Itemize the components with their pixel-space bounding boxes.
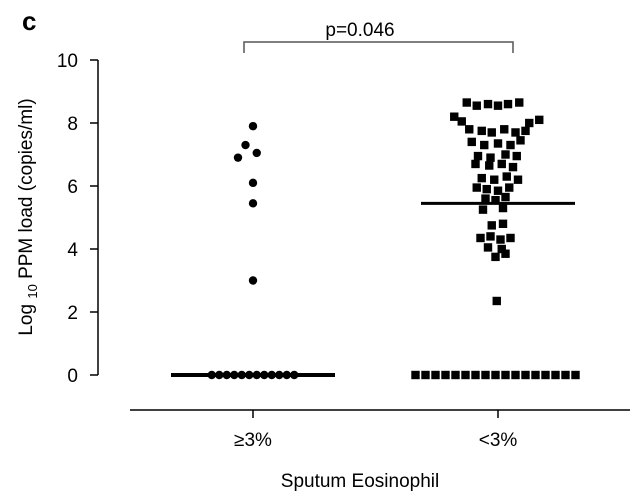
x-tick-label: ≥3% — [234, 430, 272, 451]
data-point — [441, 370, 450, 380]
data-point — [513, 175, 523, 184]
data-point — [525, 118, 534, 128]
data-point — [482, 184, 491, 194]
data-point — [551, 370, 560, 380]
data-point — [471, 159, 480, 169]
data-point — [561, 370, 570, 380]
x-axis-label: Sputum Eosinophil — [281, 471, 439, 492]
bracket-line — [243, 41, 514, 53]
data-point — [481, 370, 490, 380]
data-point — [248, 121, 258, 131]
y-tick-label: 0 — [67, 366, 78, 387]
data-point — [491, 370, 500, 380]
data-point — [241, 140, 250, 150]
data-point — [483, 99, 493, 109]
y-tick-label: 8 — [67, 114, 78, 135]
data-point — [492, 296, 501, 306]
y-tick-label: 4 — [67, 240, 78, 261]
data-point — [541, 370, 550, 380]
data-point — [451, 370, 460, 380]
data-point — [498, 219, 508, 228]
data-point — [491, 195, 500, 205]
data-point — [472, 101, 481, 110]
data-point — [493, 139, 503, 148]
data-point — [471, 370, 480, 380]
data-point — [233, 153, 243, 162]
data-point — [516, 136, 525, 145]
data-point — [411, 370, 420, 380]
data-point — [505, 183, 514, 192]
data-point — [503, 99, 513, 109]
data-point — [477, 173, 486, 183]
data-point — [248, 276, 258, 285]
data-point — [486, 232, 495, 241]
data-point — [501, 192, 510, 202]
data-point — [531, 370, 540, 380]
data-point — [511, 128, 520, 137]
data-point — [478, 205, 488, 214]
data-point — [497, 159, 506, 169]
data-point — [501, 150, 510, 159]
data-point — [248, 199, 258, 208]
data-point — [252, 148, 261, 158]
data-point — [502, 172, 511, 181]
data-point — [248, 178, 258, 188]
data-point — [421, 370, 430, 380]
y-axis-label-suffix: PPM load (copies/ml) — [16, 98, 37, 284]
data-point — [450, 112, 459, 121]
y-axis-label-prefix: Log — [16, 299, 37, 336]
data-point — [481, 194, 490, 203]
y-axis-label: Log 10 PPM load (copies/ml) — [16, 98, 40, 335]
data-point — [465, 125, 474, 134]
data-point — [535, 115, 544, 125]
data-point — [501, 249, 510, 258]
data-point — [501, 370, 510, 380]
p-value-label: p=0.046 — [325, 20, 394, 41]
data-point — [493, 101, 503, 110]
data-point — [521, 126, 530, 136]
panel-label: c — [22, 6, 36, 36]
data-point — [511, 370, 520, 380]
data-point — [467, 137, 476, 147]
data-point — [485, 161, 494, 170]
data-point — [476, 233, 485, 243]
y-axis-label-subscript: 10 — [25, 284, 40, 298]
data-point — [431, 370, 440, 380]
data-point — [472, 183, 481, 192]
data-point — [493, 186, 503, 195]
data-point — [496, 235, 505, 244]
data-point — [483, 243, 493, 252]
data-point — [498, 203, 508, 213]
data-point — [457, 117, 466, 126]
data-point — [473, 151, 483, 161]
y-tick-label: 2 — [67, 303, 78, 324]
data-point — [461, 370, 470, 380]
x-tick-label: <3% — [479, 430, 518, 451]
data-point — [477, 126, 486, 136]
data-point — [497, 244, 506, 254]
data-marks — [171, 98, 580, 380]
y-tick-label: 6 — [67, 177, 78, 198]
data-point — [491, 252, 500, 262]
data-point — [490, 175, 499, 184]
y-tick-label: 10 — [57, 51, 78, 72]
axes: 0 2 4 6 8 10 ≥3% <3% — [57, 51, 630, 451]
data-point — [486, 153, 495, 162]
data-point — [508, 162, 518, 172]
data-point — [462, 98, 471, 107]
data-point — [512, 151, 521, 161]
significance-bracket: p=0.046 — [243, 20, 514, 53]
data-point — [487, 128, 496, 137]
data-point — [506, 140, 515, 150]
data-point — [487, 221, 496, 230]
data-point — [515, 98, 524, 107]
data-point — [571, 370, 580, 380]
data-point — [500, 125, 509, 134]
data-point — [506, 233, 515, 243]
data-point — [521, 370, 530, 380]
data-point — [480, 140, 489, 150]
